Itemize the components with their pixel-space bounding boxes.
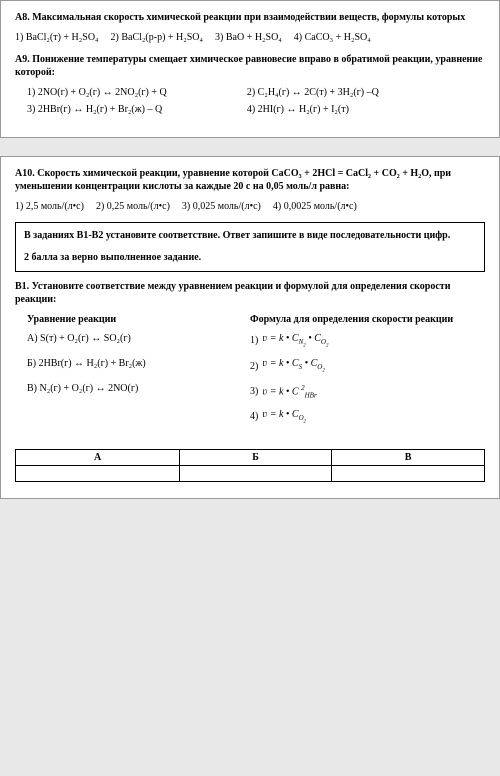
b1-rhs-col: 1) ʋ = k • CN2 • CO2 2) ʋ = k • CS • CO2… (250, 333, 485, 435)
a9-title: А9. Понижение температуры смещает химиче… (15, 53, 485, 79)
a10-opt-3: 3) 0,025 моль/(л•с) (182, 201, 261, 212)
page-1: А8. Максимальная скорость химической реа… (0, 0, 500, 138)
th-v: В (332, 449, 485, 465)
a10-opt-1: 1) 2,5 моль/(л•с) (15, 201, 84, 212)
cell-a (16, 465, 180, 481)
a8-opt-1: 1) BaCl₂(т) + H₂SO₄ (15, 32, 99, 43)
rhs-label-4: 4) (250, 411, 258, 422)
b1-rhs-4: 4) ʋ = k • CO2 (250, 409, 485, 424)
b1-lhs-b: Б) 2HBr(г) ↔ H₂(г) + Br₂(ж) (27, 358, 250, 369)
b1-lhs-col: А) S(т) + O₂(г) ↔ SO₂(г) Б) 2HBr(г) ↔ H₂… (15, 333, 250, 435)
b1-lhs-a: А) S(т) + O₂(г) ↔ SO₂(г) (27, 333, 250, 344)
table-row: А Б В (16, 449, 485, 465)
a9-options: 1) 2NO(г) + O₂(г) ↔ 2NO₂(г) + Q 2) C₂H₄(… (15, 87, 485, 121)
th-a: А (16, 449, 180, 465)
formula-4: ʋ = k • CO2 (262, 409, 306, 424)
b1-col-headers: Уравнение реакции Формула для определени… (15, 314, 485, 325)
a10-options: 1) 2,5 моль/(л•с) 2) 0,25 моль/(л•с) 3) … (15, 201, 485, 212)
b1-rhs-1: 1) ʋ = k • CN2 • CO2 (250, 333, 485, 348)
rhs-label-2: 2) (250, 361, 258, 372)
a9-opt-1: 1) 2NO(г) + O₂(г) ↔ 2NO₂(г) + Q (27, 87, 247, 98)
a8-opt-3: 3) BaO + H₂SO₄ (215, 32, 282, 43)
b1-rhs-2: 2) ʋ = k • CS • CO2 (250, 358, 485, 373)
b1-title: В1. Установите соответствие между уравне… (15, 280, 485, 306)
a9-opt-2: 2) C₂H₄(г) ↔ 2C(т) + 3H₂(г) –Q (247, 87, 467, 98)
cell-v (332, 465, 485, 481)
a10-title: А10. Скорость химической реакции, уравне… (15, 167, 485, 193)
instruction-box: В заданиях В1-В2 установите соответствие… (15, 222, 485, 272)
th-b: Б (180, 449, 332, 465)
b1-rhs-3: 3) ʋ = k • C 2HBr (250, 384, 485, 399)
a9-opt-4: 4) 2HI(г) ↔ H₂(г) + I₂(т) (247, 104, 467, 115)
a8-opt-2: 2) BaCl₂(р-р) + H₂SO₄ (111, 32, 203, 43)
rhs-label-3: 3) (250, 386, 258, 397)
a10-opt-2: 2) 0,25 моль/(л•с) (96, 201, 170, 212)
table-row (16, 465, 485, 481)
b1-lhs-header: Уравнение реакции (15, 314, 250, 325)
a10-opt-4: 4) 0,0025 моль/(л•с) (273, 201, 357, 212)
a9-opt-3: 3) 2HBr(г) ↔ H₂(г) + Br₂(ж) – Q (27, 104, 247, 115)
formula-2: ʋ = k • CS • CO2 (262, 358, 324, 373)
a8-title: А8. Максимальная скорость химической реа… (15, 11, 485, 24)
formula-3: ʋ = k • C 2HBr (262, 384, 316, 399)
b1-lhs-v: В) N₂(г) + O₂(г) ↔ 2NO(г) (27, 383, 250, 394)
cell-b (180, 465, 332, 481)
formula-1: ʋ = k • CN2 • CO2 (262, 333, 328, 348)
a8-opt-4: 4) CaCO₃ + H₂SO₄ (294, 32, 371, 43)
b1-rhs-header: Формула для определения скорости реакции (250, 314, 453, 325)
rhs-label-1: 1) (250, 335, 258, 346)
instruction-line-2: 2 балла за верно выполненное задание. (24, 251, 476, 265)
b1-body: А) S(т) + O₂(г) ↔ SO₂(г) Б) 2HBr(г) ↔ H₂… (15, 333, 485, 435)
a8-options: 1) BaCl₂(т) + H₂SO₄ 2) BaCl₂(р-р) + H₂SO… (15, 32, 485, 43)
answer-table: А Б В (15, 449, 485, 482)
instruction-line-1: В заданиях В1-В2 установите соответствие… (24, 229, 476, 243)
page-2: А10. Скорость химической реакции, уравне… (0, 156, 500, 499)
